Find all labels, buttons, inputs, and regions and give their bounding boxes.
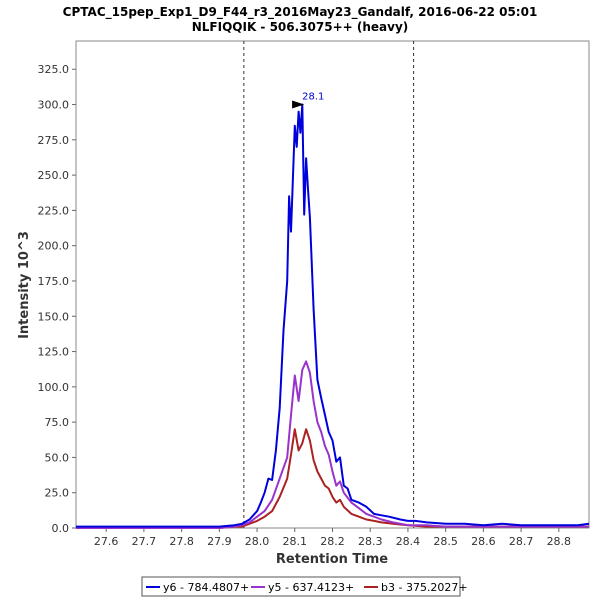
x-tick-label: 28.6	[471, 535, 496, 548]
series-line	[76, 360, 589, 529]
y-tick-label: 150.0	[38, 310, 70, 323]
x-tick-label: 28.4	[396, 535, 421, 548]
y-tick-label: 100.0	[38, 381, 70, 394]
x-tick-label: 28.2	[320, 535, 345, 548]
x-axis-title: Retention Time	[276, 552, 388, 567]
y-tick-label: 275.0	[38, 134, 70, 147]
x-tick-label: 27.6	[94, 535, 119, 548]
x-tick-label: 28.8	[547, 535, 572, 548]
chart-subtitle: NLFIQQIK - 506.3075++ (heavy)	[192, 20, 409, 34]
x-tick-label: 27.9	[207, 535, 232, 548]
y-tick-label: 50.0	[45, 451, 70, 464]
peak-marker-icon	[292, 100, 305, 109]
series-line	[76, 103, 590, 528]
chart-title: CPTAC_15pep_Exp1_D9_F44_r3_2016May23_Gan…	[63, 5, 538, 20]
legend: y6 - 784.4807+ y5 - 637.4123+ b3 - 375.202…	[141, 576, 468, 597]
y-axis-title: Intensity 10^3	[17, 231, 32, 339]
y-tick-label: 0.0	[52, 522, 70, 535]
plot-area	[75, 40, 590, 529]
y-tick-label: 200.0	[38, 240, 70, 253]
peak-label: 28.1	[302, 92, 324, 103]
legend-label: b3 - 375.2027+	[381, 581, 468, 594]
y-axis: 0.0 25.0 50.0 75.0 100.0 125.0 150.0 175.0 200.0…	[38, 63, 76, 535]
x-axis: 27.6 27.7 27.8 27.9 28.0 28.1 28.2 28.3 28.4 28.5…	[94, 528, 571, 548]
x-tick-label: 28.5	[433, 535, 458, 548]
x-tick-label: 28.1	[283, 535, 308, 548]
x-tick-label: 27.8	[169, 535, 194, 548]
peak-annotation: 28.1	[292, 92, 324, 109]
y-tick-label: 325.0	[38, 63, 70, 76]
series-layer	[76, 103, 590, 529]
legend-label: y6 - 784.4807+	[163, 581, 249, 594]
x-tick-label: 28.0	[245, 535, 270, 548]
x-tick-label: 28.7	[509, 535, 534, 548]
legend-label: y5 - 637.4123+	[268, 581, 354, 594]
y-tick-label: 25.0	[45, 487, 70, 500]
y-tick-label: 225.0	[38, 204, 70, 217]
y-tick-label: 175.0	[38, 275, 70, 288]
y-tick-label: 300.0	[38, 99, 70, 112]
legend-box	[141, 576, 461, 597]
y-tick-label: 250.0	[38, 169, 70, 182]
x-tick-label: 27.7	[132, 535, 157, 548]
y-tick-label: 125.0	[38, 346, 70, 359]
x-tick-label: 28.3	[358, 535, 383, 548]
y-tick-label: 75.0	[45, 416, 70, 429]
